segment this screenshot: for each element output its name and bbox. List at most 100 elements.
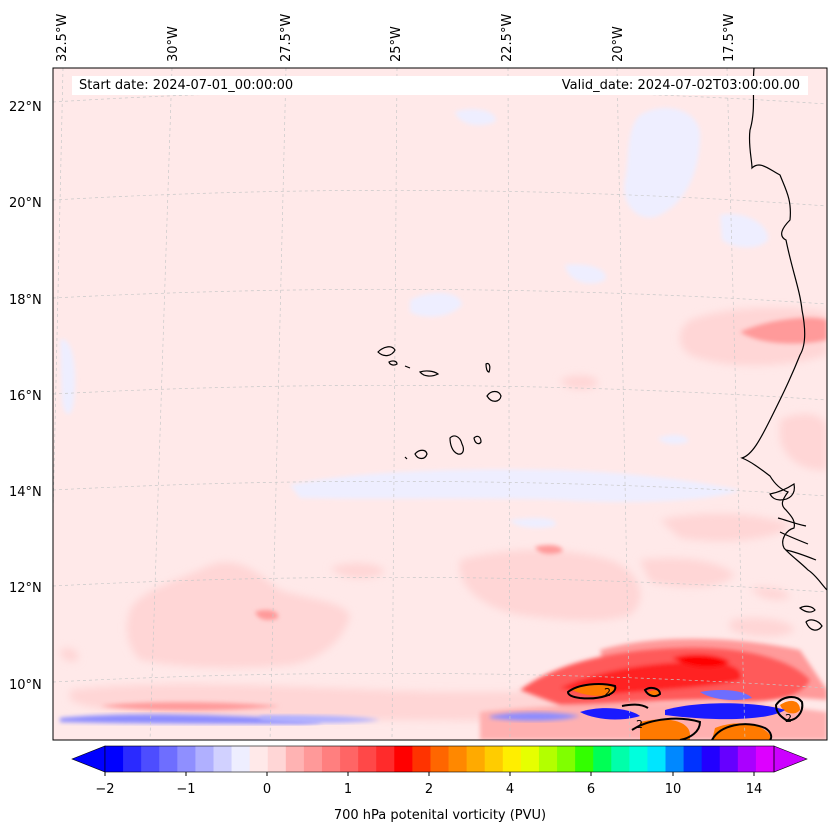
colorbar-segment — [177, 746, 196, 772]
colorbar-segment — [430, 746, 449, 772]
lat-label-16n: 16°N — [9, 389, 42, 404]
colorbar: −2 −1 0 1 2 4 6 10 14 — [71, 745, 808, 797]
colorbar-segment — [701, 746, 721, 772]
meridian-line — [391, 68, 398, 740]
colorbar-segment — [213, 746, 232, 772]
contour-labels: 2 2 2 — [604, 686, 792, 731]
colorbar-segment — [358, 746, 377, 772]
parallel-line — [53, 384, 827, 401]
colorbar-segment — [249, 746, 269, 772]
colorbar-segment — [575, 746, 594, 772]
pv-2-contours — [566, 683, 804, 740]
island-santiago — [449, 435, 464, 455]
colorbar-segment — [285, 746, 305, 772]
colorbar-segment — [538, 746, 558, 772]
colorbar-tick-labels: −2 −1 0 1 2 4 6 10 14 — [95, 782, 762, 797]
meridian-line — [53, 68, 64, 532]
colorbar-segments — [105, 746, 775, 772]
contour-label: 2 — [604, 686, 611, 699]
lon-label-25w: 25°W — [389, 26, 404, 62]
colorbar-tick-label: 10 — [665, 782, 682, 797]
gambia-river — [769, 483, 795, 501]
colorbar-segment — [303, 746, 323, 772]
colorbar-segment — [611, 746, 630, 772]
colorbar-segment — [737, 746, 757, 772]
island-sao-vicente — [388, 360, 398, 366]
lon-label-22-5w: 22.5°W — [500, 14, 515, 62]
colorbar-tick-label: 2 — [425, 782, 433, 797]
parallel-line — [53, 189, 827, 207]
colorbar-segment — [321, 746, 341, 772]
lat-label-20n: 20°N — [9, 196, 42, 211]
map-area: 2 2 2 — [53, 68, 827, 740]
colorbar-segment — [593, 746, 612, 772]
colorbar-segment — [195, 746, 214, 772]
island-santa-luzia — [404, 365, 411, 369]
contour-label: 2 — [636, 718, 643, 731]
island-santo-antao — [377, 346, 396, 357]
parallel-line — [53, 672, 827, 689]
colorbar-tick-label: 1 — [344, 782, 352, 797]
african-coastline — [740, 68, 827, 591]
colorbar-segment — [448, 746, 468, 772]
colorbar-segment — [647, 746, 666, 772]
colorbar-title: 700 hPa potenital vorticity (PVU) — [333, 808, 547, 823]
lat-label-14n: 14°N — [9, 485, 42, 500]
lat-label-22n: 22°N — [9, 100, 42, 115]
meridian-line — [507, 68, 511, 740]
colorbar-segment — [484, 746, 504, 772]
colorbar-segment — [683, 746, 703, 772]
parallel-line — [53, 576, 827, 593]
colorbar-extend-min — [71, 745, 106, 773]
island-sao-nicolau — [418, 370, 440, 377]
negative-pv-bands — [60, 690, 785, 724]
map-frame — [52, 67, 828, 741]
guinea-bissau-islands — [777, 517, 823, 631]
colorbar-tick-label: 14 — [746, 782, 763, 797]
start-date-label: Start date: 2024-07-01_00:00:00 — [72, 76, 542, 95]
colorbar-segment — [557, 746, 576, 772]
lon-label-27-5w: 27.5°W — [279, 14, 294, 62]
colorbar-segment — [394, 746, 413, 772]
colorbar-segment — [466, 746, 486, 772]
colorbar-segment — [629, 746, 648, 772]
parallel-line — [53, 288, 827, 305]
contour-label: 2 — [785, 712, 792, 725]
island-boa-vista — [486, 390, 502, 402]
colorbar-segment — [141, 746, 160, 772]
lat-label-18n: 18°N — [9, 293, 42, 308]
meridian-line — [149, 68, 173, 740]
parallel-line — [53, 480, 827, 497]
colorbar-segment — [719, 746, 739, 772]
colorbar-segment — [105, 746, 124, 772]
lon-label-30w: 30°W — [166, 26, 181, 62]
valid-date-label: Valid_date: 2024-07-02T03:00:00.00 — [540, 76, 808, 95]
lon-label-20w: 20°W — [611, 26, 626, 62]
latitude-labels: 22°N 20°N 18°N 16°N 14°N 12°N 10°N — [9, 100, 42, 693]
lat-label-12n: 12°N — [9, 581, 42, 596]
parallel-line — [53, 90, 827, 105]
colorbar-segment — [267, 746, 287, 772]
colorbar-tick-label: 0 — [263, 782, 271, 797]
colorbar-extend-max — [773, 745, 808, 773]
meridian-line — [616, 68, 631, 740]
island-brava — [404, 456, 408, 460]
longitude-labels: 32.5°W 30°W 27.5°W 25°W 22.5°W 20°W 17.5… — [55, 14, 737, 62]
colorbar-segment — [231, 746, 251, 772]
graticule — [53, 68, 827, 740]
colorbar-tick-label: −2 — [95, 782, 114, 797]
lon-label-32-5w: 32.5°W — [55, 14, 70, 62]
lon-label-17-5w: 17.5°W — [722, 14, 737, 62]
colorbar-segment — [376, 746, 395, 772]
colorbar-tick-label: 4 — [506, 782, 514, 797]
colorbar-tick-label: −1 — [176, 782, 195, 797]
colorbar-segment — [340, 746, 359, 772]
island-maio — [473, 435, 482, 445]
colorbar-segment — [412, 746, 431, 772]
meridian-line — [269, 68, 287, 740]
negative-pv-patches — [60, 107, 769, 528]
colorbar-segment — [159, 746, 178, 772]
lat-label-10n: 10°N — [9, 678, 42, 693]
island-fogo — [414, 449, 428, 460]
